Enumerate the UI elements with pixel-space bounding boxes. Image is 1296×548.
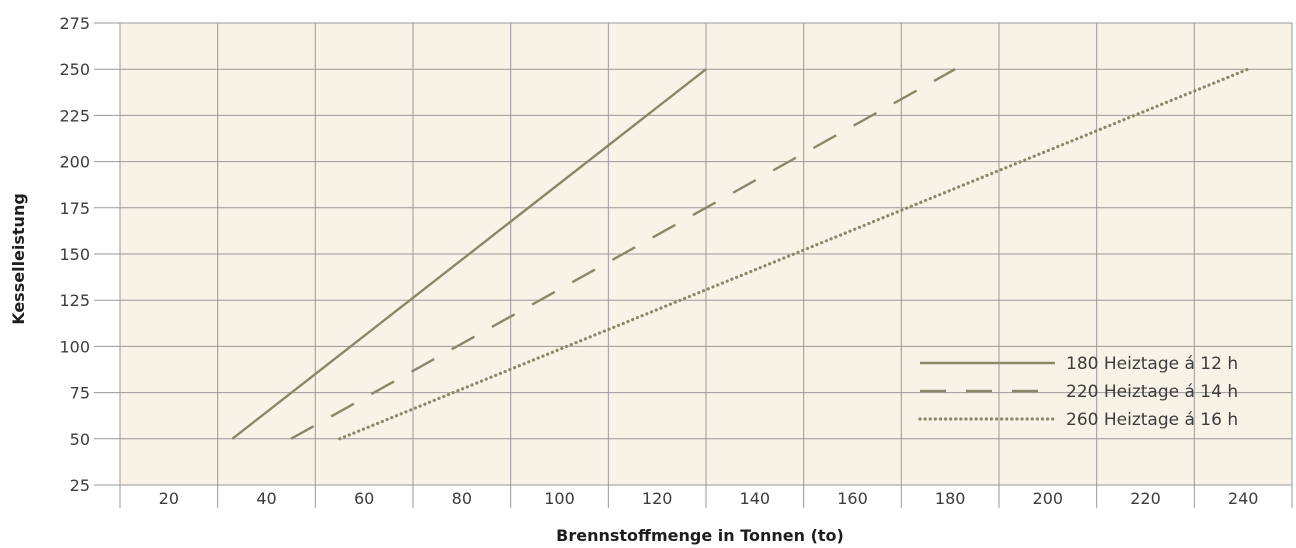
y-tick-label: 225	[59, 106, 90, 125]
grid	[94, 22, 1293, 508]
x-tick-label: 200	[1033, 489, 1064, 508]
y-tick-label: 200	[59, 153, 90, 172]
x-tick-label: 120	[642, 489, 673, 508]
y-tick-label: 125	[59, 291, 90, 310]
legend-label: 180 Heiztage á 12 h	[1066, 354, 1238, 374]
x-tick-label: 80	[452, 489, 472, 508]
y-tick-label: 50	[70, 430, 90, 449]
x-tick-label: 140	[740, 489, 771, 508]
x-tick-label: 220	[1130, 489, 1161, 508]
x-tick-label: 40	[256, 489, 276, 508]
x-tick-label: 160	[837, 489, 868, 508]
x-tick-label: 180	[935, 489, 966, 508]
x-axis-title: Brennstoffmenge in Tonnen (to)	[556, 526, 844, 545]
y-axis-title: Kesselleistung	[9, 193, 28, 325]
legend-label: 220 Heiztage á 14 h	[1066, 382, 1238, 402]
series-line-dashed	[290, 68, 956, 440]
y-axis-ticks: 25 50 75 100 125 150 175 200 225 250 275	[59, 14, 90, 495]
series-line-solid	[231, 68, 707, 440]
y-tick-label: 75	[70, 384, 90, 403]
x-tick-label: 20	[159, 489, 179, 508]
y-tick-label: 25	[70, 476, 90, 495]
series-line-dotted	[338, 67, 1250, 441]
y-tick-label: 100	[59, 337, 90, 356]
x-tick-label: 100	[544, 489, 575, 508]
x-tick-label: 60	[354, 489, 374, 508]
x-tick-label: 240	[1228, 489, 1259, 508]
legend-label: 260 Heiztage á 16 h	[1066, 410, 1238, 430]
y-tick-label: 275	[59, 14, 90, 33]
legend: 180 Heiztage á 12 h 220 Heiztage á 14 h 26…	[918, 354, 1238, 430]
x-axis-ticks: 20 40 60 80 100 120 140 160 180 200 220 240	[159, 489, 1259, 508]
y-tick-label: 150	[59, 245, 90, 264]
series-lines	[231, 67, 1250, 441]
y-tick-label: 250	[59, 60, 90, 79]
y-tick-label: 175	[59, 199, 90, 218]
